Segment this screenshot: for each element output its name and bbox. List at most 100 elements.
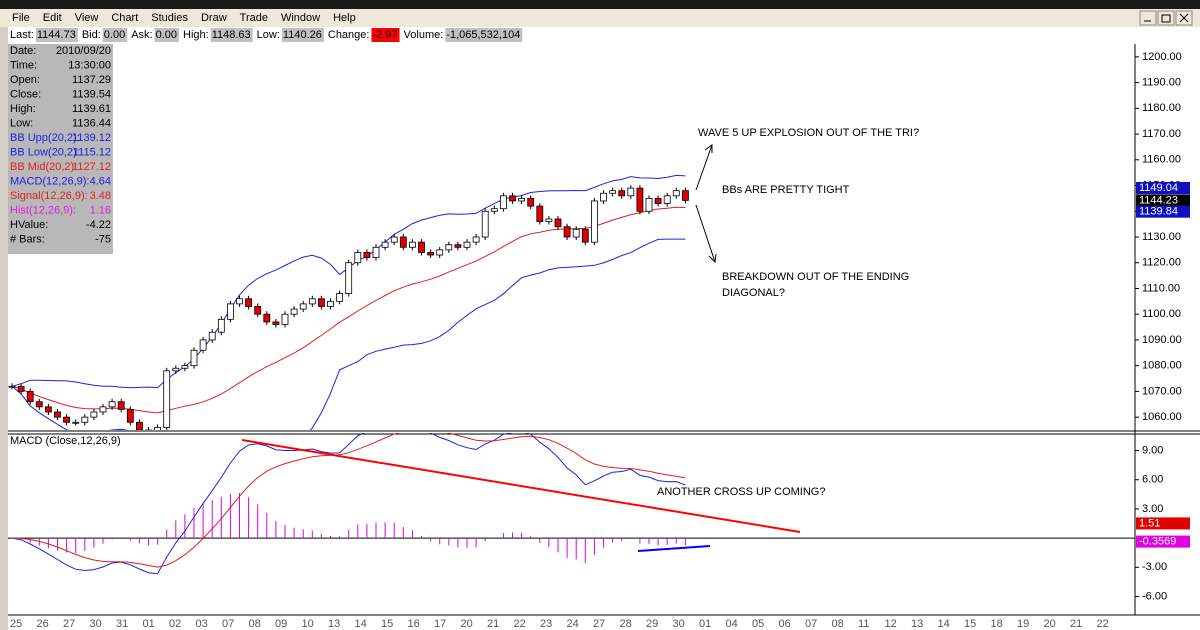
candle-body (445, 244, 453, 251)
date-label: 03 (196, 618, 208, 630)
date-label: 01 (699, 618, 711, 630)
menu-item[interactable]: Edit (43, 12, 62, 24)
date-label: 05 (752, 618, 764, 630)
date-label: 02 (169, 618, 181, 630)
date-label: 07 (222, 618, 234, 630)
date-label: 16 (408, 618, 420, 630)
candle-body (336, 293, 344, 302)
data-value: 1139.61 (72, 103, 111, 115)
arrow-up (695, 144, 713, 191)
price-tag (1136, 182, 1190, 195)
restore-button[interactable] (1157, 10, 1175, 26)
data-value: 1.16 (90, 204, 111, 216)
candle-body (591, 200, 598, 243)
quote-value-bg (35, 28, 78, 42)
annotation: BREAKDOWN OUT OF THE ENDING (722, 271, 909, 283)
minimize-button[interactable] (1139, 10, 1157, 26)
candle-body (636, 187, 644, 212)
y-tick-label: 1110.00 (1142, 282, 1180, 294)
candle-body (308, 298, 316, 305)
menu-item[interactable]: Trade (240, 12, 268, 24)
candle-body (135, 421, 143, 430)
menu-item[interactable]: View (75, 12, 99, 24)
menu-item[interactable]: File (12, 12, 30, 24)
candle-body (254, 306, 262, 315)
menu-item[interactable]: Window (281, 12, 320, 24)
macd-line (11, 433, 686, 575)
macd-title: MACD (Close,12,26,9) (10, 435, 121, 447)
menu-item[interactable]: Help (333, 12, 356, 24)
candle-body (208, 331, 216, 341)
date-label: 14 (355, 618, 367, 630)
quote-label: High: (183, 29, 209, 41)
date-label: 23 (540, 618, 552, 630)
menu-item[interactable]: Studies (151, 12, 188, 24)
candle-body (117, 401, 125, 410)
menu-item[interactable]: Chart (111, 12, 138, 24)
candle-body (490, 208, 498, 212)
quote-label: Ask: (131, 29, 152, 41)
candle-body (290, 308, 298, 315)
candle-body (563, 226, 571, 238)
date-label: 25 (10, 618, 22, 630)
candle-body (263, 313, 271, 323)
date-label: 08 (249, 618, 261, 630)
date-label: 04 (726, 618, 738, 630)
data-value: 1136.44 (72, 117, 111, 129)
data-value: 1137.29 (72, 74, 111, 86)
date-label: 13 (328, 618, 340, 630)
candle-body (217, 318, 225, 333)
candle-body (509, 195, 516, 202)
menu-item[interactable]: Draw (201, 12, 227, 24)
date-label: 28 (620, 618, 632, 630)
data-label: Signal(12,26,9): (10, 190, 88, 202)
signal-line (11, 433, 686, 568)
data-value: 1127.12 (72, 161, 111, 173)
data-label: Date: (10, 45, 36, 57)
candle-body (199, 339, 207, 351)
arrow-down (695, 204, 716, 263)
candle-body (181, 365, 189, 369)
candle-body (645, 197, 653, 212)
candle-body (609, 190, 616, 194)
quote-value-bg (281, 28, 324, 42)
date-label: 19 (1017, 618, 1029, 630)
candle-body (272, 321, 280, 325)
candle-body (581, 228, 589, 243)
candle-body (26, 390, 34, 403)
data-value: -4.22 (86, 219, 111, 231)
title-strip (0, 0, 1200, 9)
data-label: # Bars: (10, 233, 45, 245)
price-tag-label: 1144.23 (1139, 194, 1178, 206)
data-label: HValue: (10, 219, 48, 231)
price-tag (1136, 535, 1190, 548)
date-label: 18 (991, 618, 1003, 630)
candle-body (72, 421, 80, 424)
candle-body (236, 298, 243, 305)
candle-body (154, 427, 162, 430)
candle-body (618, 190, 626, 197)
data-value: -75 (95, 233, 111, 245)
data-value: 1139.12 (72, 132, 111, 144)
quote-label: Bid: (82, 29, 101, 41)
histogram-trendline (637, 545, 711, 552)
quote-value: 1148.63 (212, 29, 251, 41)
candle-body (390, 236, 398, 243)
quote-value: 1140.26 (283, 29, 322, 41)
date-label: 14 (938, 618, 950, 630)
candle-body (381, 241, 389, 248)
quote-value-bg (210, 28, 253, 42)
macd-pane (8, 433, 1135, 575)
candle-body (363, 252, 371, 258)
candle-body (545, 218, 553, 222)
candle-body (81, 416, 89, 423)
date-label: 30 (90, 618, 102, 630)
candle-body (90, 411, 98, 418)
quote-value: -1,065,532,104 (446, 29, 520, 41)
date-label: 27 (593, 618, 605, 630)
date-label: 20 (461, 618, 473, 630)
candle-body (35, 401, 43, 408)
data-label: BB Mid(20,2): (10, 161, 77, 173)
candle-body (299, 303, 307, 310)
candle-body (327, 300, 334, 307)
